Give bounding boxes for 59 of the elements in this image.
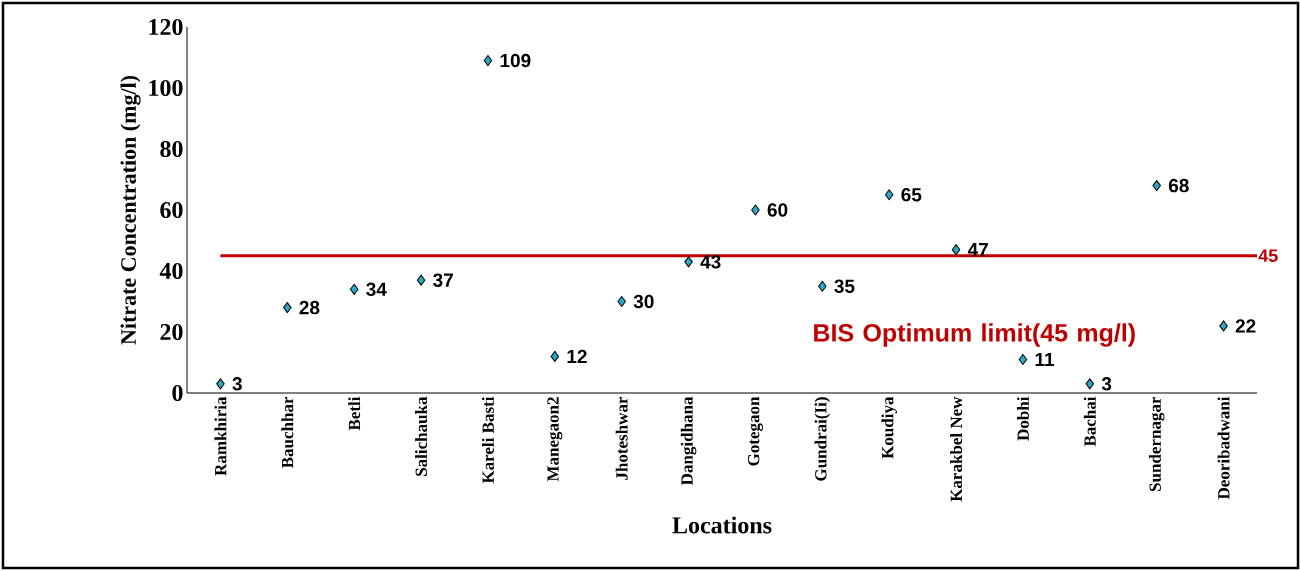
- data-label: 30: [633, 294, 654, 309]
- point: [216, 378, 225, 390]
- point: [951, 244, 961, 256]
- data-label: 3: [232, 377, 242, 391]
- y-tick-label: 0: [172, 384, 183, 402]
- data-label: 109: [500, 53, 531, 68]
- data-label: 68: [1168, 178, 1189, 193]
- data-label: 47: [967, 243, 988, 257]
- y-tick-label: 60: [160, 201, 183, 219]
- point: [818, 280, 827, 292]
- point: [884, 189, 894, 201]
- point: [617, 296, 626, 307]
- data-label: 28: [299, 300, 320, 315]
- y-tick-label: 80: [160, 140, 183, 158]
- x-tick-label: Ramkhiria: [214, 396, 227, 476]
- point: [550, 350, 560, 362]
- point: [1085, 378, 1095, 390]
- data-label: 12: [567, 349, 587, 364]
- y-tick-label: 100: [149, 79, 183, 97]
- point: [416, 274, 426, 286]
- point: [1152, 180, 1161, 192]
- x-tick-label: Kareli Basti: [481, 396, 494, 484]
- x-tick-label: Betli: [348, 396, 361, 431]
- x-tick-label: Deoribadwani: [1217, 396, 1230, 500]
- x-tick-label: Dobhi: [1016, 396, 1029, 441]
- x-tick-label: Karakbel New: [950, 396, 963, 502]
- x-tick-label: Gotegaon: [747, 396, 763, 466]
- point: [684, 256, 693, 268]
- data-label: 11: [1035, 352, 1055, 366]
- y-axis-title: Nitrate Concentration (mg/l): [120, 75, 141, 345]
- y-tick-label: 20: [160, 323, 183, 341]
- y-tick-label: 120: [149, 18, 183, 36]
- x-tick-label: Salichauka: [415, 396, 428, 476]
- data-label: 37: [433, 273, 453, 287]
- x-axis-title: Locations: [672, 516, 772, 534]
- y-tick-label: 40: [159, 262, 183, 280]
- data-label: 35: [834, 279, 855, 293]
- point: [1219, 320, 1228, 332]
- x-tick-label: Gundrai(Ii): [814, 397, 831, 481]
- point: [283, 302, 292, 314]
- point: [483, 55, 493, 67]
- data-label: 34: [366, 282, 387, 297]
- data-label: 43: [700, 255, 721, 269]
- data-label: 65: [901, 188, 922, 202]
- data-label: 22: [1235, 319, 1256, 333]
- ref-line-label: 45: [1258, 249, 1278, 263]
- point: [751, 204, 760, 216]
- x-tick-label: Dangidhana: [680, 396, 697, 486]
- x-tick-label: Manegaon2: [547, 397, 563, 482]
- x-tick-label: Jhoteshwar: [615, 396, 628, 480]
- x-tick-label: Bachai: [1083, 396, 1096, 447]
- data-label: 3: [1101, 377, 1112, 391]
- point: [1018, 353, 1028, 365]
- annotation: BIS Optimum limit(45 mg/l): [814, 323, 1135, 347]
- x-tick-label: Bauchhar: [281, 396, 294, 469]
- x-tick-label: Koudiya: [881, 396, 897, 459]
- data-label: 60: [767, 203, 788, 217]
- point: [349, 283, 359, 295]
- x-tick-label: Sundernagar: [1148, 396, 1165, 492]
